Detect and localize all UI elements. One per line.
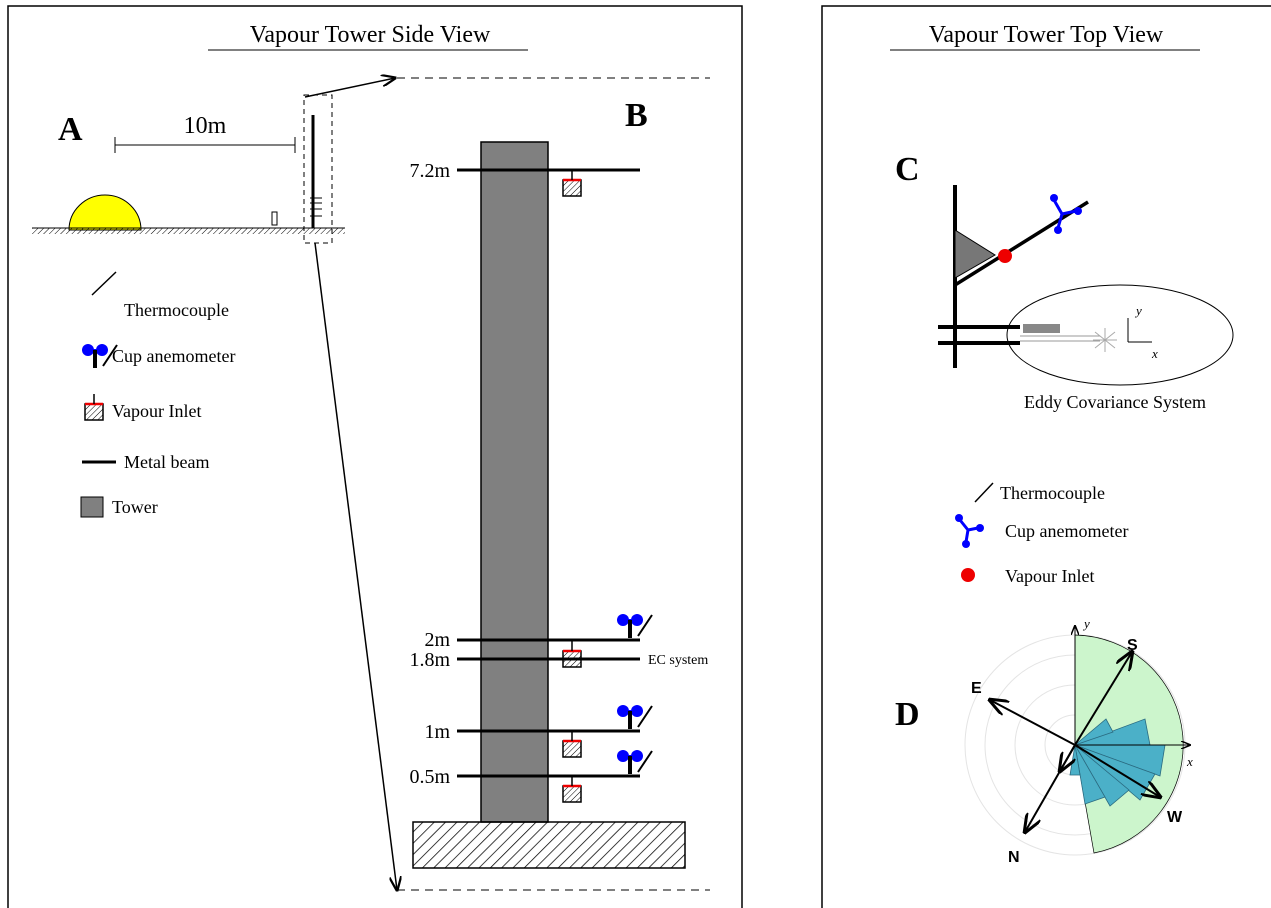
height-label: 7.2m [409,160,450,182]
ec-arms [938,325,1020,345]
legend-label: Thermocouple [124,300,229,320]
shape [1074,652,1132,746]
shape [958,519,979,543]
scale-bar [114,137,296,153]
ec-axes [1127,318,1152,343]
legend-icon [83,392,105,422]
axis-label: x [1186,754,1193,769]
legend-label: Metal beam [124,452,209,472]
panel-title: Vapour Tower Side View [250,22,491,48]
legend-label: Vapour Inlet [1005,566,1094,586]
legend-icon [961,568,975,582]
zoom-box [303,94,333,244]
legend-label: Cup anemometer [1005,521,1128,541]
sonic [1093,328,1117,352]
cup-icon [615,612,654,640]
inlet-dot [998,249,1012,263]
shape [1074,718,1114,746]
shape [976,524,984,532]
direction-label: E [971,680,982,697]
ground [32,228,345,234]
panel-border [821,5,1271,908]
height-label: 1.8m [409,649,450,671]
legend-icon [80,496,104,518]
shape [1074,744,1160,797]
panel-border [7,5,743,908]
legend-label: Cup anemometer [112,346,235,366]
ec-label: EC system [648,653,708,668]
cup-icon [615,703,654,731]
beams [457,168,640,778]
shape [1054,226,1062,234]
panel-label: C [895,151,920,188]
direction-label: W [1167,809,1183,826]
shape [1050,194,1058,202]
legend-icon [955,514,984,548]
inlet-icon [561,168,583,198]
shape [955,514,963,522]
panel-label: D [895,696,920,733]
legend-label: Tower [112,497,158,517]
axis-label: x [1151,346,1158,361]
panel-label: A [58,111,83,148]
zoom-arrow [304,78,395,98]
small-post [271,211,278,226]
inlet-icon [561,774,583,804]
legend-label: Vapour Inlet [112,401,201,421]
ec-caption: Eddy Covariance System [1024,392,1206,412]
cup-blades [1050,194,1082,234]
legend-label: Thermocouple [1000,483,1105,503]
ec-rod [1020,335,1100,342]
direction-label: N [1008,849,1020,866]
shape [1074,207,1082,215]
boom [954,200,1089,287]
cup-icon [615,748,654,776]
rose-arrows [990,652,1160,832]
ec-sensor [1023,324,1060,333]
shape [1052,199,1077,229]
legend-icon [91,271,117,296]
legend-icon [974,482,994,503]
height-label: 1m [424,721,450,743]
bracket [954,229,996,279]
dome [68,194,142,231]
panel-title: Vapour Tower Top View [929,22,1164,48]
ec-ellipse [1006,284,1234,386]
mini-beams [310,197,322,217]
zoom-arrow [314,242,397,890]
tower-base [412,821,686,869]
shape [962,540,970,548]
axis-label: y [1134,303,1142,318]
shape [1060,744,1075,771]
direction-label: S [1127,637,1138,654]
inlet-icon [561,729,583,759]
shape [990,700,1076,746]
panel-label: B [625,97,648,134]
inlet-icon [561,639,583,669]
scale-label: 10m [184,113,227,139]
axis-label: y [1082,616,1090,631]
height-label: 0.5m [409,766,450,788]
tower [480,141,549,823]
height-label: 2m [424,629,450,651]
